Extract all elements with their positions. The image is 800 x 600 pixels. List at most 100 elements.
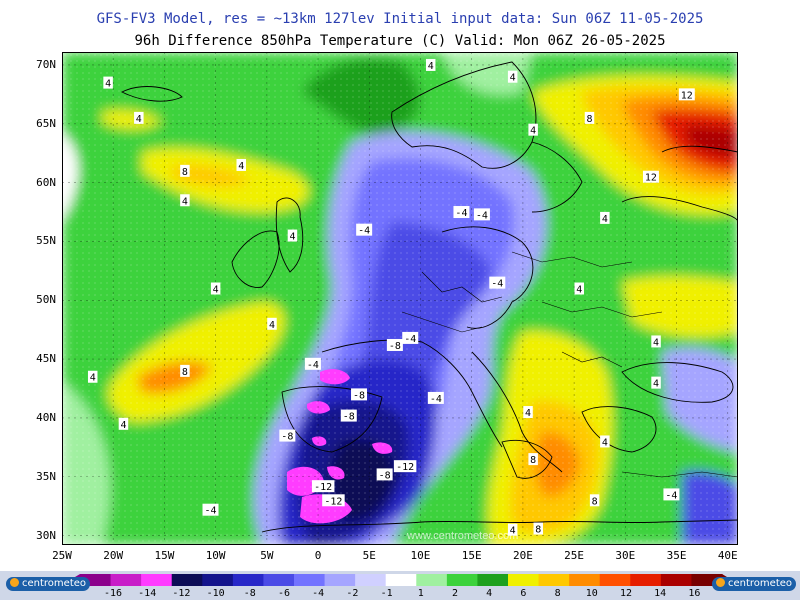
contour-label: 4 xyxy=(600,435,610,448)
contour-label: 8 xyxy=(533,522,544,536)
svg-text:8: 8 xyxy=(182,367,188,378)
legend-tick-label: -16 xyxy=(103,588,123,599)
svg-text:4: 4 xyxy=(428,61,434,72)
longitude-label: 0 xyxy=(314,549,322,562)
svg-text:-4: -4 xyxy=(665,490,677,501)
contour-label: 12 xyxy=(642,170,659,184)
contour-label: 4 xyxy=(528,123,538,137)
svg-text:-12: -12 xyxy=(396,462,414,473)
svg-text:4: 4 xyxy=(120,420,126,431)
longitude-label: 25E xyxy=(564,549,585,562)
svg-text:4: 4 xyxy=(213,284,219,295)
legend-tick-label: -1 xyxy=(380,588,393,599)
legend-swatch xyxy=(569,574,601,586)
longitude-label: 5W xyxy=(260,549,274,562)
watermark: www.centrometeo.com xyxy=(406,530,518,542)
contour-label: -4 xyxy=(489,276,506,290)
contour-label: 4 xyxy=(600,211,610,225)
longitude-label: 10E xyxy=(410,549,431,562)
svg-text:-12: -12 xyxy=(314,482,332,493)
svg-text:8: 8 xyxy=(535,525,541,536)
legend-swatch xyxy=(477,574,509,586)
svg-text:12: 12 xyxy=(645,173,657,184)
legend-tick-label: -4 xyxy=(312,588,325,599)
legend-swatch xyxy=(630,574,662,586)
contour-label: -8 xyxy=(279,429,296,443)
contour-label: -4 xyxy=(427,391,444,405)
legend-swatch xyxy=(385,574,417,586)
logo-dot-icon xyxy=(716,578,725,587)
legend-swatch xyxy=(232,574,264,586)
svg-text:-8: -8 xyxy=(281,432,293,443)
contour-label: -8 xyxy=(386,338,403,352)
contour-label: 8 xyxy=(589,494,600,507)
longitude-label: 5E xyxy=(362,549,376,562)
latitude-label: 70N xyxy=(36,57,56,71)
latitude-label: 40N xyxy=(36,410,56,424)
legend-tick-label: 6 xyxy=(520,588,527,599)
legend-tick-label: -14 xyxy=(138,588,157,599)
legend-swatch xyxy=(110,574,142,586)
legend-tick-label: -2 xyxy=(346,588,359,599)
longitude-label: 30E xyxy=(615,549,636,562)
longitude-label: 25W xyxy=(52,549,72,562)
svg-text:8: 8 xyxy=(586,114,592,125)
contour-label: 4 xyxy=(103,76,113,90)
contour-label: 8 xyxy=(180,164,190,178)
svg-text:-8: -8 xyxy=(343,412,355,423)
svg-text:-4: -4 xyxy=(307,360,319,371)
coastlines xyxy=(120,61,738,533)
contour-label: -8 xyxy=(351,388,368,401)
svg-text:4: 4 xyxy=(136,114,142,125)
contour-label: 4 xyxy=(180,194,190,207)
longitude-label: 15W xyxy=(154,549,175,562)
svg-text:-4: -4 xyxy=(204,506,216,517)
svg-text:-4: -4 xyxy=(404,334,416,345)
svg-text:-4: -4 xyxy=(455,208,467,219)
contour-label: 12 xyxy=(678,88,695,101)
logo-dot-icon xyxy=(10,578,19,587)
legend-swatch xyxy=(294,574,326,586)
legend-tick-label: 4 xyxy=(486,588,493,599)
contour-label: 4 xyxy=(287,229,298,243)
contour-label: -12 xyxy=(393,460,417,473)
contour-label: 4 xyxy=(425,58,436,72)
svg-text:4: 4 xyxy=(90,373,96,384)
contour-label: -12 xyxy=(311,480,335,493)
svg-text:8: 8 xyxy=(530,455,536,466)
contour-label: 4 xyxy=(87,370,98,384)
svg-text:-8: -8 xyxy=(379,470,391,481)
longitude-label: 20W xyxy=(103,549,124,562)
svg-text:-4: -4 xyxy=(476,210,488,221)
latitude-label: 30N xyxy=(36,528,56,542)
legend-tick-label: 2 xyxy=(451,588,459,599)
contour-label: 4 xyxy=(236,158,246,172)
contour-label: 4 xyxy=(118,417,129,431)
contour-label: -4 xyxy=(473,208,490,221)
svg-text:4: 4 xyxy=(105,79,111,90)
contour-label: 4 xyxy=(651,335,661,348)
svg-text:4: 4 xyxy=(238,161,244,172)
title-line-2: 96h Difference 850hPa Temperature (C) Va… xyxy=(134,33,666,49)
contour-label: -8 xyxy=(376,468,393,481)
svg-text:4: 4 xyxy=(510,526,516,537)
legend-tick-label: 1 xyxy=(417,588,424,599)
latitude-label: 55N xyxy=(36,234,56,248)
svg-text:-8: -8 xyxy=(389,341,401,352)
legend-swatch xyxy=(263,574,295,586)
svg-text:4: 4 xyxy=(182,196,188,207)
longitude-label: 10W xyxy=(205,549,226,562)
legend-tick-label: 8 xyxy=(554,588,561,599)
legend-swatch xyxy=(660,574,692,586)
contour-label: -4 xyxy=(402,331,419,345)
centrometeo-logo-left: centrometeo xyxy=(6,577,91,591)
legend-swatch xyxy=(508,574,540,586)
latitude-label: 35N xyxy=(36,469,56,483)
contour-label: 8 xyxy=(180,364,190,378)
svg-text:-4: -4 xyxy=(491,279,503,290)
legend-swatch xyxy=(171,574,203,586)
svg-text:-8: -8 xyxy=(353,390,365,401)
svg-text:-4: -4 xyxy=(430,394,442,405)
svg-text:-4: -4 xyxy=(358,226,370,237)
latitude-label: 60N xyxy=(36,175,56,189)
